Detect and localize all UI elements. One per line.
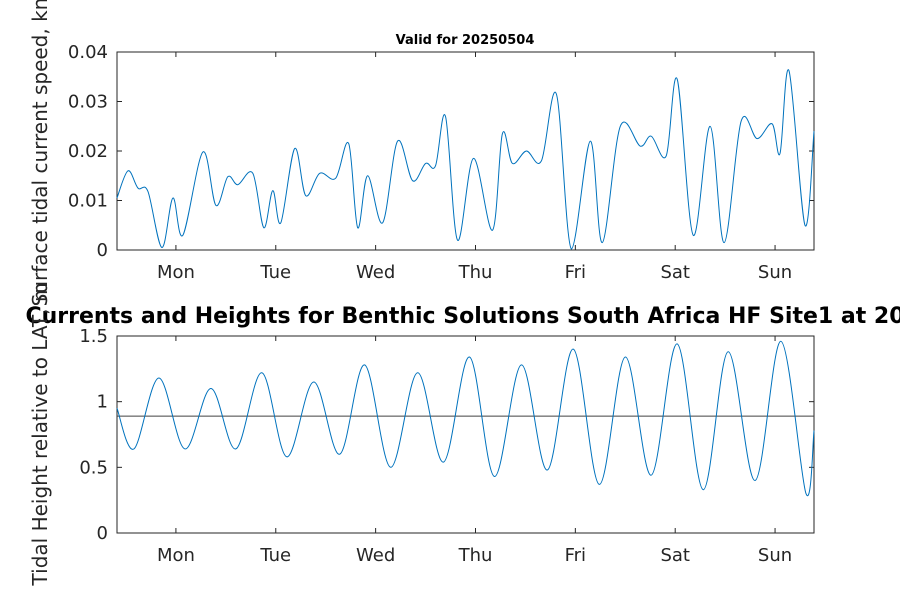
current-speed-y-tick-label: 0.04 [68, 42, 108, 63]
current-speed-x-tick-label-sun: Sun [758, 262, 792, 283]
current-speed-y-tick-label: 0.03 [68, 92, 108, 113]
tidal-height-x-tick-label-wed: Wed [356, 545, 395, 566]
current-speed-series-line [116, 69, 815, 250]
current-speed-x-tick-label-tue: Tue [259, 262, 291, 283]
tidal-height-y-tick-label: 1 [97, 392, 108, 413]
current-speed-y-axis-label: Surface tidal current speed, kn [28, 0, 52, 306]
tidal-height-y-tick-label: 0.5 [79, 457, 108, 478]
current-speed-x-tick-label-sat: Sat [660, 262, 690, 283]
current-speed-y-ticks: 0 0.01 0.02 0.03 0.04 [68, 42, 814, 261]
current-speed-x-tick-label-wed: Wed [356, 262, 395, 283]
tidal-height-x-tick-label-fri: Fri [565, 545, 586, 566]
tidal-height-y-axis-label: Tidal Height relative to LAT, m [28, 283, 52, 587]
tidal-height-y-tick-label: 1.5 [79, 326, 108, 347]
tidal-height-x-tick-label-thu: Thu [458, 545, 493, 566]
tidal-height-x-tick-label-mon: Mon [157, 545, 195, 566]
current-speed-y-tick-label: 0.02 [68, 141, 108, 162]
current-speed-x-tick-label-thu: Thu [458, 262, 493, 283]
current-speed-x-tick-label-mon: Mon [157, 262, 195, 283]
current-speed-chart-title: Valid for 20250504 [396, 33, 535, 48]
tidal-height-x-ticks: Mon Tue Wed Thu Fri Sat Sun [157, 336, 792, 566]
current-speed-y-tick-label: 0 [97, 240, 108, 261]
tidal-height-series-line [116, 340, 815, 497]
tidal-height-axes: 0 0.5 1 1.5 Mon Tue Wed Thu Fri Sat Sun [79, 326, 815, 566]
current-speed-x-ticks: Mon Tue Wed Thu Fri Sat Sun [157, 52, 792, 283]
tidal-height-x-tick-label-sat: Sat [660, 545, 690, 566]
figure-main-title: Currents and Heights for Benthic Solutio… [25, 304, 900, 329]
tidal-height-x-tick-label-tue: Tue [259, 545, 291, 566]
tidal-height-plot-area [116, 335, 815, 534]
current-speed-plot-area [116, 51, 815, 251]
current-speed-axes: 00.010.020.030.04 Mon Tue Wed Thu Fri Sat Sun … [68, 33, 815, 283]
tidal-height-y-ticks: 0 0.5 1 1.5 [79, 326, 814, 544]
current-speed-y-tick-label: 0.01 [68, 191, 108, 212]
tidal-height-y-tick-label: 0 [97, 523, 108, 544]
current-speed-x-tick-label-fri: Fri [565, 262, 586, 283]
tidal-height-x-tick-label-sun: Sun [758, 545, 792, 566]
